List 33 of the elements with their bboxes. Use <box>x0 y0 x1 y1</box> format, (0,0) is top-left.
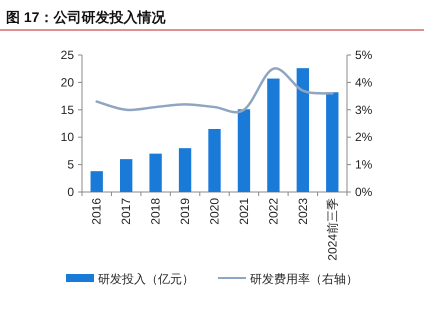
x-tick-label: 2018 <box>148 198 163 225</box>
y2-tick-label: 0% <box>355 185 373 199</box>
bar <box>326 92 338 192</box>
y2-tick-label: 4% <box>355 75 373 90</box>
y2-tick-label: 3% <box>355 102 373 117</box>
y2-tick-label: 5% <box>355 48 373 62</box>
bar <box>178 148 192 192</box>
x-tick-label: 2022 <box>266 198 280 225</box>
x-tick-label: 2020 <box>208 198 222 225</box>
x-tick-label: 2023 <box>296 198 310 225</box>
legend-label: 研发费用率（右轴） <box>250 272 358 286</box>
legend-label: 研发投入（亿元） <box>98 272 194 286</box>
y-tick-label: 5 <box>67 158 74 172</box>
y-tick-label: 15 <box>60 102 74 117</box>
y2-tick-label: 1% <box>355 158 373 172</box>
x-tick-label: 2021 <box>236 198 251 225</box>
x-tick-label: 2024前三季 <box>325 198 340 261</box>
bar <box>149 154 162 192</box>
x-tick-label: 2017 <box>119 198 134 225</box>
bar <box>238 109 250 192</box>
bar <box>90 171 103 192</box>
x-tick-label: 2019 <box>178 198 192 225</box>
x-tick-label: 2016 <box>90 198 104 225</box>
bar <box>296 68 310 192</box>
bar <box>208 128 221 192</box>
chart-title: 图 17：公司研发投入情况 <box>6 9 166 25</box>
y-tick-label: 25 <box>60 48 74 62</box>
bar <box>120 159 132 192</box>
bar <box>267 78 280 192</box>
y-tick-label: 10 <box>60 130 74 144</box>
y-tick-label: 20 <box>60 75 74 90</box>
y2-tick-label: 2% <box>355 130 373 144</box>
y-tick-label: 0 <box>67 185 74 199</box>
